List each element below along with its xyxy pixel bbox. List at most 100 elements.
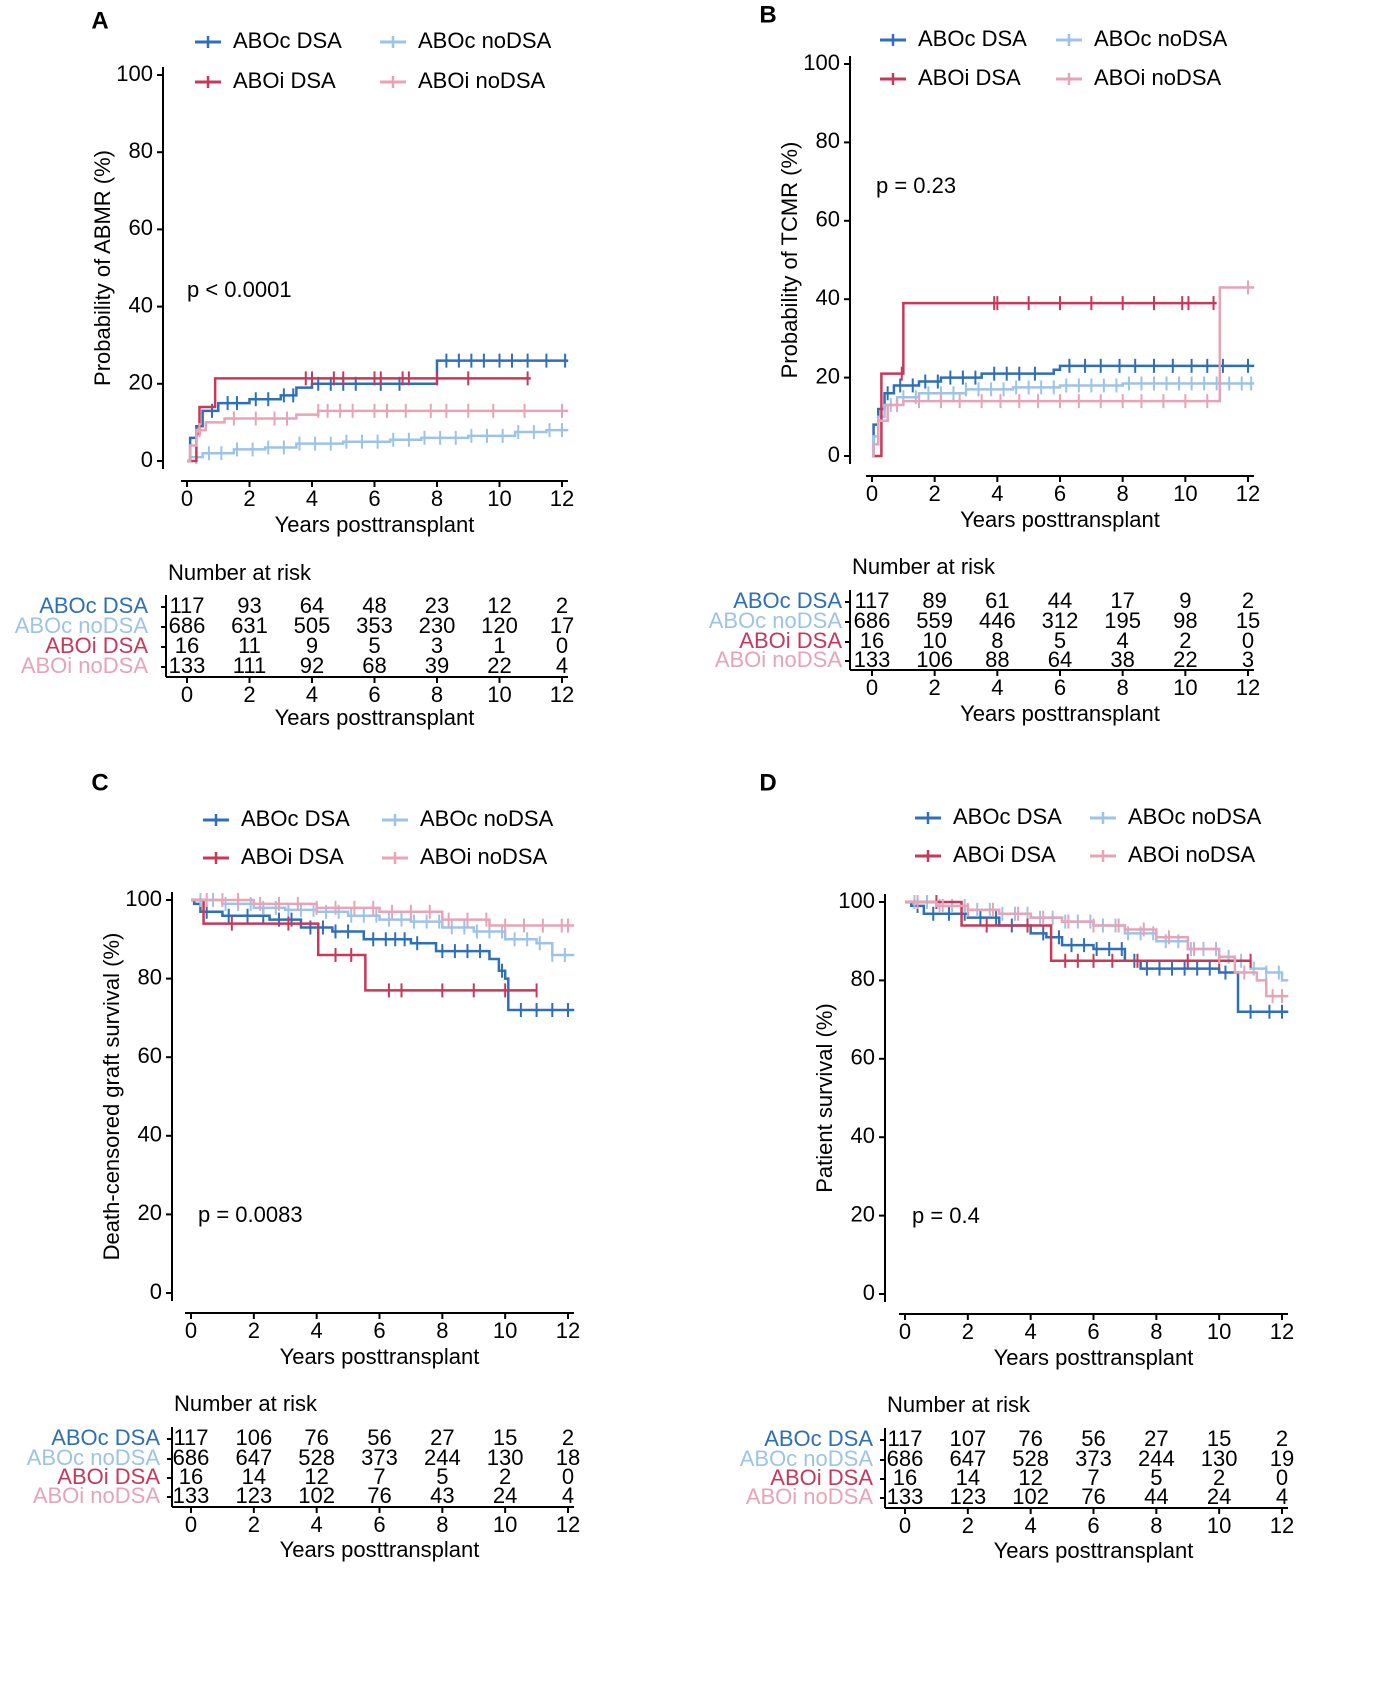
km-step-line — [905, 900, 1289, 998]
risk-cell: 43 — [430, 1483, 454, 1508]
risk-cell: 15 — [493, 1425, 517, 1450]
risk-cell: 17 — [1110, 588, 1134, 613]
panel-letter: C — [91, 769, 108, 796]
legend-label: ABOc noDSA — [418, 28, 552, 53]
risk-cell: 195 — [1104, 608, 1141, 633]
risk-x-tick-label: 10 — [493, 1512, 517, 1537]
y-tick-label: 40 — [129, 292, 153, 317]
risk-cell: 76 — [1081, 1484, 1105, 1509]
risk-cell: 686 — [887, 1446, 924, 1471]
risk-x-tick-label: 6 — [368, 682, 380, 707]
risk-cell: 133 — [854, 647, 891, 672]
km-step-line — [191, 898, 575, 927]
x-tick-label: 4 — [1025, 1319, 1037, 1344]
risk-cell: 23 — [425, 593, 449, 618]
risk-table-title: Number at risk — [887, 1392, 1031, 1417]
x-tick-label: 10 — [487, 486, 511, 511]
risk-x-tick-label: 2 — [243, 682, 255, 707]
legend-label: ABOc DSA — [918, 26, 1027, 51]
risk-x-tick-label: 4 — [1025, 1513, 1037, 1538]
risk-x-tick-label: 4 — [991, 675, 1003, 700]
risk-cell: 9 — [1179, 588, 1191, 613]
risk-cell: 446 — [979, 608, 1016, 633]
risk-row-label: ABOi DSA — [770, 1465, 873, 1490]
risk-x-tick-label: 8 — [1150, 1513, 1162, 1538]
x-tick-label: 0 — [899, 1319, 911, 1344]
risk-cell: 102 — [1012, 1484, 1049, 1509]
y-tick-label: 80 — [851, 966, 875, 991]
x-tick-label: 12 — [556, 1318, 580, 1343]
y-tick-label: 100 — [125, 886, 162, 911]
risk-cell: 44 — [1048, 588, 1072, 613]
legend-item: ABOi DSA — [880, 65, 1021, 90]
series-aboi-dsa — [191, 898, 538, 998]
y-tick-label: 0 — [150, 1279, 162, 1304]
risk-cell: 117 — [169, 593, 204, 618]
risk-cell: 5 — [1054, 628, 1066, 653]
legend-label: ABOi DSA — [241, 844, 344, 869]
km-step-line — [191, 898, 575, 957]
risk-cell: 16 — [860, 628, 884, 653]
series-aboc-dsa — [191, 898, 575, 1018]
risk-cell: 10 — [922, 628, 946, 653]
y-tick-label: 80 — [816, 128, 840, 153]
x-tick-label: 0 — [181, 486, 193, 511]
risk-cell: 2 — [1242, 588, 1254, 613]
risk-cell: 8 — [991, 628, 1003, 653]
legend-item: ABOc DSA — [915, 804, 1062, 829]
risk-cell: 528 — [1012, 1446, 1049, 1471]
risk-x-tick-label: 10 — [1207, 1513, 1231, 1538]
risk-cell: 133 — [169, 653, 206, 678]
x-tick-label: 10 — [1173, 481, 1197, 506]
legend-item: ABOi noDSA — [1056, 65, 1221, 90]
risk-cell: 2 — [1213, 1465, 1225, 1490]
series-aboc-nodsa — [872, 376, 1255, 458]
risk-cell: 3 — [431, 633, 443, 658]
risk-cell: 686 — [854, 608, 891, 633]
panel-letter: D — [759, 769, 776, 796]
x-tick-label: 4 — [991, 481, 1003, 506]
risk-cell: 133 — [887, 1484, 924, 1509]
risk-cell: 16 — [175, 633, 199, 658]
risk-cell: 5 — [436, 1464, 448, 1489]
risk-cell: 39 — [425, 653, 449, 678]
risk-cell: 17 — [550, 613, 574, 638]
p-value: p = 0.4 — [912, 1203, 980, 1228]
p-value: p = 0.0083 — [198, 1202, 303, 1227]
y-tick-label: 40 — [816, 285, 840, 310]
x-tick-label: 12 — [550, 486, 574, 511]
risk-cell: 631 — [231, 613, 268, 638]
risk-cell: 107 — [949, 1426, 986, 1451]
p-value: p = 0.23 — [876, 173, 956, 198]
risk-cell: 76 — [367, 1483, 391, 1508]
risk-row-label: ABOc DSA — [733, 588, 842, 613]
risk-cell: 2 — [499, 1464, 511, 1489]
series-aboi-nodsa — [191, 893, 575, 933]
y-tick-label: 0 — [828, 442, 840, 467]
y-tick-label: 60 — [851, 1045, 875, 1070]
risk-row-label: ABOc DSA — [764, 1426, 873, 1451]
legend-item: ABOc DSA — [880, 26, 1027, 51]
risk-cell: 24 — [493, 1483, 517, 1508]
risk-cell: 686 — [169, 613, 206, 638]
risk-row-label: ABOc noDSA — [27, 1445, 161, 1470]
risk-x-tick-label: 2 — [929, 675, 941, 700]
risk-x-tick-label: 2 — [962, 1513, 974, 1538]
risk-x-tick-label: 0 — [866, 675, 878, 700]
y-axis-label: Probability of TCMR (%) — [777, 142, 802, 379]
y-tick-label: 20 — [816, 363, 840, 388]
panel-letter: A — [91, 7, 108, 34]
risk-cell: 27 — [1144, 1426, 1168, 1451]
x-tick-label: 2 — [962, 1319, 974, 1344]
series-aboc-nodsa — [191, 893, 575, 963]
risk-cell: 2 — [1179, 628, 1191, 653]
risk-cell: 14 — [242, 1464, 266, 1489]
risk-cell: 0 — [562, 1464, 574, 1489]
risk-cell: 4 — [1117, 628, 1129, 653]
y-tick-label: 100 — [838, 888, 875, 913]
x-tick-label: 8 — [436, 1318, 448, 1343]
legend-item: ABOi DSA — [915, 842, 1056, 867]
y-tick-label: 0 — [863, 1280, 875, 1305]
